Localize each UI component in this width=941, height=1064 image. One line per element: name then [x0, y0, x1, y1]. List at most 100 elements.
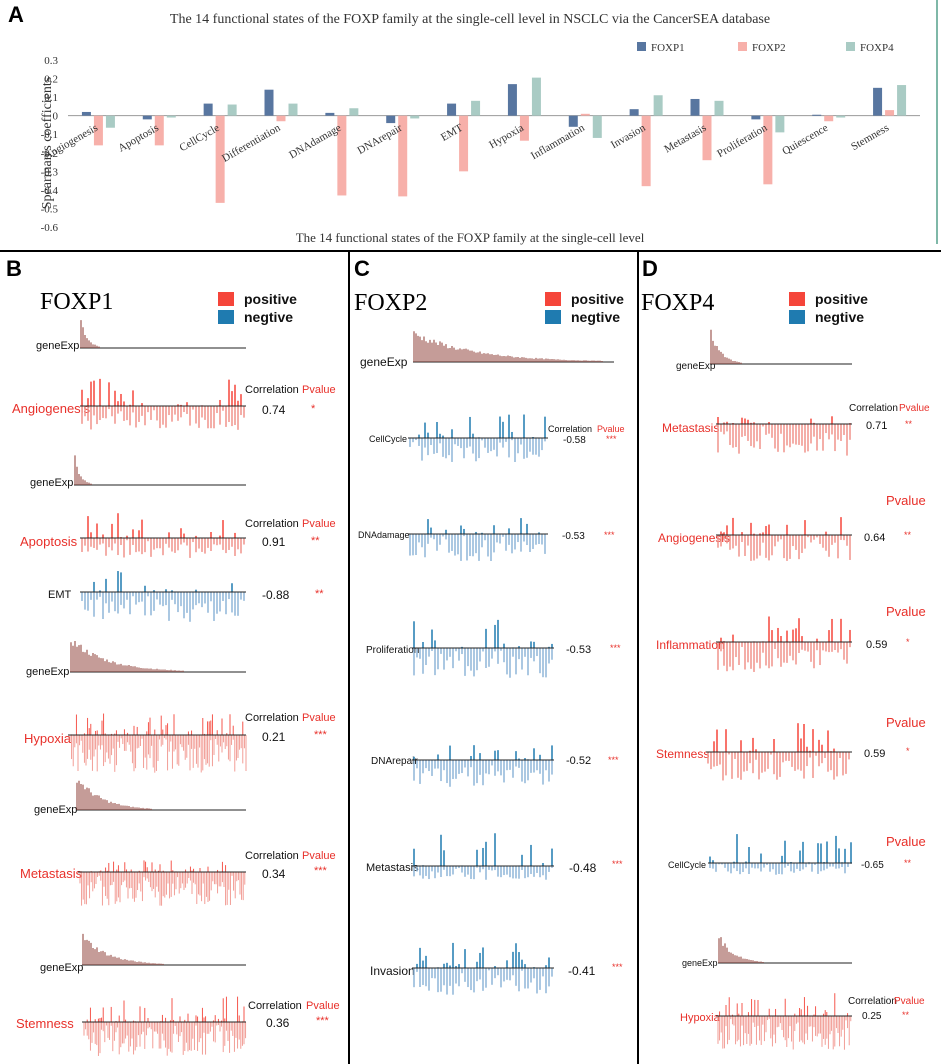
correlation-header: Correlation: [245, 384, 299, 396]
state-label: Stemness: [16, 1016, 74, 1031]
legend-positive-swatch: [789, 292, 805, 306]
state-label: Invasion: [370, 964, 415, 978]
bar-foxp2-inflammation: [580, 113, 590, 116]
bar-foxp2-apoptosis: [154, 115, 164, 146]
pvalue-stars: *: [906, 746, 910, 756]
correlation-value: -0.58: [563, 435, 586, 446]
bar-foxp1-angiogenesis: [81, 111, 91, 116]
bar-foxp4-cellcycle: [227, 104, 237, 116]
y-tick-label: 0: [53, 111, 59, 123]
pvalue-header: Pvalue: [302, 850, 336, 862]
geneexp-label: geneExp: [30, 477, 74, 489]
correlation-header: Correlation: [245, 712, 299, 724]
legend-negative-label: negtive: [244, 309, 294, 325]
state-label: CellCycle: [668, 860, 707, 870]
correlation-value: 0.91: [262, 535, 286, 549]
panel-separator-bc: [348, 252, 350, 1064]
geneexp-label: geneExp: [676, 361, 716, 372]
x-tick-label: Proliferation: [715, 122, 770, 160]
state-label: Metastasis: [366, 862, 419, 874]
bar-foxp1-metastasis: [690, 98, 700, 116]
legend-positive: positive: [545, 291, 624, 307]
bar-foxp4-differentiation: [288, 103, 298, 116]
pvalue-stars: *: [906, 637, 910, 647]
bar-foxp4-apoptosis: [166, 115, 176, 118]
pvalue-stars: **: [905, 419, 913, 429]
state-label: CellCycle: [369, 434, 408, 444]
x-tick-label: Quiescence: [780, 122, 830, 158]
bar-foxp4-metastasis: [714, 100, 724, 116]
panel-title-foxp1: FOXP1: [40, 289, 114, 315]
bar-foxp1-quiescence: [812, 114, 822, 116]
x-axis-title: The 14 functional states of the FOXP fam…: [296, 230, 645, 245]
geneexp-label: geneExp: [36, 340, 80, 352]
correlation-header: Correlation: [245, 518, 299, 530]
legend-negative: negtive: [218, 309, 293, 325]
bar-foxp1-inflammation: [568, 115, 578, 127]
correlation-value: 0.64: [864, 532, 886, 544]
bar-foxp1-stemness: [873, 87, 883, 116]
pvalue-header: Pvalue: [597, 424, 625, 434]
pvalue-stars: ***: [314, 729, 327, 741]
y-tick-label: -0.1: [41, 129, 58, 141]
legend-positive-swatch: [218, 292, 234, 306]
correlation-value: 0.59: [866, 639, 888, 651]
legend-positive: positive: [789, 291, 868, 307]
correlation-value: -0.53: [566, 644, 592, 656]
pvalue-stars: **: [315, 588, 324, 600]
bar-foxp1-differentiation: [264, 89, 274, 116]
state-label: Angiogenesis: [658, 531, 731, 545]
geneexp-label: geneExp: [682, 958, 718, 968]
legend-swatch-foxp2: [738, 42, 747, 51]
pvalue-stars: ***: [314, 865, 327, 877]
panel-title-foxp2: FOXP2: [354, 290, 428, 316]
panel-a-right-border: [936, 0, 938, 244]
state-label: Metastasis: [20, 866, 83, 881]
legend-swatch-foxp4: [846, 42, 855, 51]
correlation-value: 0.25: [862, 1011, 882, 1022]
state-label: Angiogenesis: [12, 401, 91, 416]
pvalue-header: Pvalue: [886, 715, 926, 730]
bar-foxp2-emt: [459, 115, 469, 172]
correlation-value: 0.21: [262, 730, 286, 744]
pvalue-header: Pvalue: [899, 403, 930, 414]
state-label: DNArepair: [371, 756, 418, 767]
pvalue-header: Pvalue: [302, 518, 336, 530]
y-tick-label: -0.3: [41, 166, 59, 178]
pvalue-stars: ***: [316, 1015, 329, 1027]
bar-foxp1-emt: [447, 103, 457, 116]
pvalue-stars: ***: [608, 755, 619, 765]
legend-positive: positive: [218, 291, 297, 307]
correlation-value: 0.34: [262, 867, 286, 881]
correlation-value: 0.71: [866, 420, 888, 432]
chart-title: The 14 functional states of the FOXP fam…: [170, 12, 770, 27]
bar-foxp2-dnarepair: [398, 115, 408, 197]
correlation-value: 0.36: [266, 1016, 290, 1030]
state-label: EMT: [48, 589, 72, 601]
pvalue-header: Pvalue: [302, 712, 336, 724]
pvalue-stars: ***: [610, 643, 621, 653]
pvalue-stars: ***: [612, 962, 623, 972]
pvalue-header: Pvalue: [886, 604, 926, 619]
geneexp-label: geneExp: [360, 355, 408, 369]
x-tick-label: Differentiation: [220, 122, 283, 165]
state-label: DNAdamage: [358, 530, 410, 540]
correlation-header: Correlation: [548, 424, 593, 434]
y-tick-label: -0.4: [41, 185, 59, 197]
pvalue-header: Pvalue: [302, 384, 336, 396]
bar-chart-foxp-family: The 14 functional states of the FOXP fam…: [40, 12, 920, 245]
bar-foxp4-emt: [471, 100, 481, 116]
x-tick-label: Inflammation: [529, 122, 587, 163]
pvalue-header: Pvalue: [306, 1000, 340, 1012]
y-tick-label: -0.6: [41, 222, 59, 234]
bar-foxp4-dnadamage: [349, 108, 359, 116]
pvalue-stars: **: [902, 1010, 910, 1020]
y-tick-label: -0.2: [41, 148, 58, 160]
x-tick-label: Stemness: [849, 122, 891, 153]
legend-negative-label: negtive: [815, 309, 865, 325]
x-tick-label: CellCycle: [178, 122, 222, 154]
legend-positive-label: positive: [244, 291, 297, 307]
geneexp-label: geneExp: [34, 804, 78, 816]
y-tick-label: -0.5: [41, 203, 59, 215]
legend-negative: negtive: [545, 309, 620, 325]
